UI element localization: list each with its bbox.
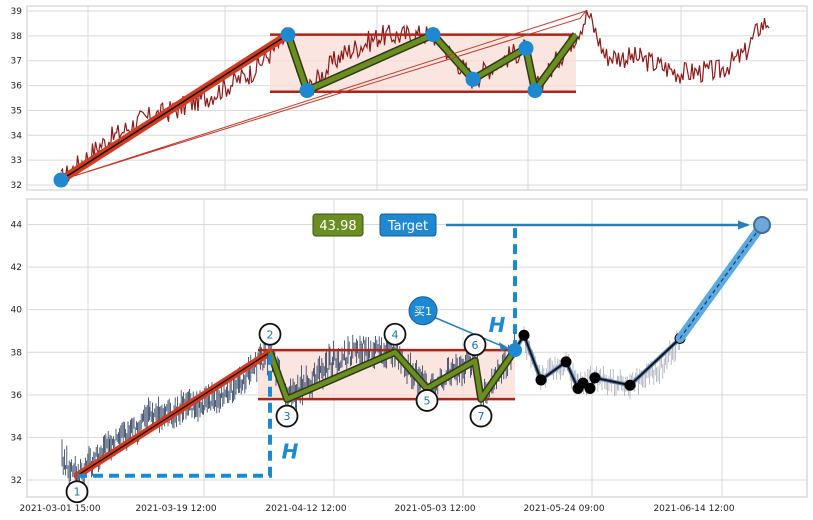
overview-y-tick-label: 35	[11, 106, 22, 116]
forecast-point	[560, 356, 572, 368]
pivot-marker	[415, 389, 439, 412]
overview-pivot-point	[280, 27, 296, 43]
buy-pointer-line	[432, 316, 508, 349]
height-measure-dashed	[77, 352, 272, 478]
height-label-h-projected: H	[489, 313, 506, 337]
overview-y-tick-label: 38	[11, 32, 23, 42]
pivot-label: 6	[472, 339, 479, 352]
pattern-y-tick-label: 44	[11, 221, 23, 231]
overview-pivot-point	[425, 27, 441, 43]
pattern-x-tick-label: 2021-04-12 12:00	[265, 504, 346, 514]
pivot-marker	[65, 480, 89, 504]
pattern-zigzag	[267, 348, 517, 402]
target-label: Target	[387, 219, 428, 234]
buy-pointer-arrowhead	[499, 342, 509, 352]
pivot-marker	[275, 404, 299, 428]
overview-y-tick-label: 34	[11, 131, 23, 141]
overview-trend-leg-core	[60, 33, 289, 181]
overview-y-tick-label: 39	[11, 7, 23, 17]
overview-y-tick-label: 33	[11, 156, 22, 166]
target-value-box	[312, 213, 364, 237]
overview-pivot-point	[527, 83, 543, 99]
pattern-y-tick-label: 42	[11, 263, 22, 273]
forecast-point	[535, 374, 547, 386]
pattern-y-tick-label: 34	[11, 433, 23, 443]
pivot-marker	[383, 322, 407, 346]
overview-pivot-point	[53, 172, 69, 188]
target-value-label: 43.98	[319, 219, 356, 234]
target-projection-leg-core	[679, 224, 763, 339]
forecast-point	[584, 382, 596, 394]
pattern-x-tick-label: 2021-03-01 15:00	[19, 504, 100, 514]
pivot-label: 3	[284, 410, 291, 423]
overview-projection-arrow	[60, 9, 588, 181]
forecast-point	[624, 379, 636, 391]
height-label-h: H	[282, 440, 299, 464]
target-arrowhead	[738, 220, 750, 230]
pattern-x-tick-label: 2021-03-19 12:00	[135, 504, 216, 514]
pattern-y-tick-label: 36	[11, 391, 23, 401]
buy-marker	[408, 296, 438, 326]
pivot-label: 1	[74, 486, 81, 499]
forecast-point	[518, 329, 530, 341]
forecast-point	[589, 372, 601, 384]
overview-y-tick-label: 37	[11, 57, 22, 67]
pivot-label: 5	[424, 394, 431, 407]
overview-y-tick-label: 32	[11, 181, 22, 191]
overview-pivot-point	[299, 83, 315, 99]
pattern-y-tick-label: 40	[11, 306, 23, 316]
pivot-label: 7	[478, 410, 485, 423]
pattern-x-tick-label: 2021-05-24 09:00	[523, 504, 604, 514]
target-point	[753, 215, 771, 234]
pivot-marker	[463, 333, 487, 357]
pattern-x-tick-label: 2021-06-14 12:00	[653, 504, 734, 514]
overview-pivot-point	[465, 71, 481, 87]
buy-label: 买1	[414, 305, 432, 318]
pivot-label: 4	[392, 328, 399, 341]
pattern-y-tick-label: 38	[11, 348, 23, 358]
breakout-point	[508, 343, 522, 358]
target-label-box	[379, 213, 437, 237]
pivot-marker	[258, 322, 282, 346]
overview-y-tick-label: 36	[11, 82, 23, 92]
pattern-trend-leg-core	[76, 351, 271, 477]
overview-pivot-point	[518, 40, 534, 56]
pivot-label: 2	[267, 328, 274, 341]
pattern-x-tick-label: 2021-05-03 12:00	[394, 504, 475, 514]
pattern-y-tick-label: 32	[11, 476, 22, 486]
pattern-panel-frame	[26, 198, 808, 498]
pivot-marker	[469, 404, 493, 428]
